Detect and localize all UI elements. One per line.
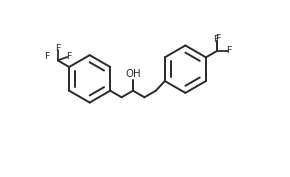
Text: F: F — [226, 46, 232, 55]
Text: F: F — [215, 34, 220, 43]
Text: F: F — [44, 52, 50, 61]
Text: OH: OH — [125, 69, 141, 79]
Text: F: F — [213, 35, 219, 44]
Text: F: F — [66, 52, 71, 61]
Text: F: F — [55, 44, 60, 53]
